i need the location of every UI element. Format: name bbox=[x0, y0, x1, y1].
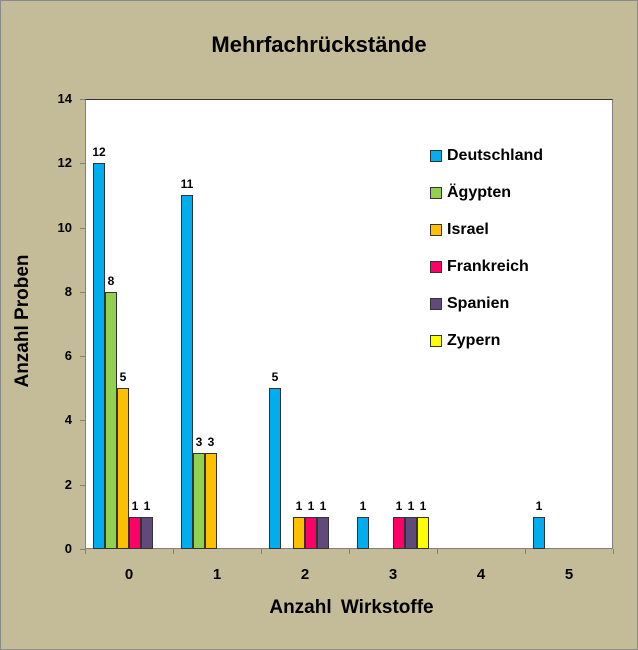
y-tick-label: 10 bbox=[57, 219, 72, 235]
bar-deutschland bbox=[181, 195, 193, 549]
legend-label: Israel bbox=[447, 221, 489, 238]
bar-ägypten bbox=[105, 291, 117, 549]
y-tick-label: 14 bbox=[57, 91, 72, 106]
x-tick-mark bbox=[437, 549, 438, 554]
legend-swatch-icon bbox=[430, 187, 442, 199]
legend-item: Spanien bbox=[430, 293, 509, 315]
chart-title: Mehrfachrückstände bbox=[211, 32, 427, 57]
legend-label: Ägypten bbox=[447, 184, 511, 201]
y-tick-mark bbox=[80, 163, 85, 165]
x-tick-mark bbox=[525, 549, 526, 554]
data-label: 1 bbox=[359, 498, 367, 513]
x-tick-mark bbox=[613, 549, 614, 554]
data-label: 8 bbox=[107, 273, 115, 288]
bar-israel bbox=[117, 388, 129, 549]
data-label: 1 bbox=[395, 498, 403, 513]
bar-deutschland bbox=[93, 163, 105, 549]
data-label: 5 bbox=[119, 370, 127, 385]
legend-item: Ägypten bbox=[430, 182, 511, 204]
data-label: 1 bbox=[407, 498, 415, 513]
y-tick-mark bbox=[80, 99, 85, 100]
data-label: 5 bbox=[271, 370, 279, 385]
bar-frankreich bbox=[129, 516, 141, 549]
bar-israel bbox=[293, 516, 305, 549]
y-tick-label: 12 bbox=[57, 155, 72, 171]
data-label: 1 bbox=[131, 498, 139, 513]
bar-zypern bbox=[417, 516, 429, 549]
data-label: 12 bbox=[92, 145, 106, 160]
bar-spanien bbox=[141, 516, 153, 549]
y-tick-label: 0 bbox=[64, 541, 72, 556]
bar-deutschland bbox=[533, 516, 545, 549]
y-tick-mark bbox=[80, 420, 85, 422]
legend-label: Frankreich bbox=[447, 258, 529, 275]
data-label: 11 bbox=[180, 177, 194, 192]
bar-ägypten bbox=[193, 452, 205, 549]
bar-israel bbox=[205, 452, 217, 549]
bar-spanien bbox=[317, 516, 329, 549]
data-label: 3 bbox=[195, 434, 203, 449]
data-label: 3 bbox=[207, 434, 215, 449]
legend-swatch-icon bbox=[430, 335, 442, 347]
y-tick-mark bbox=[80, 356, 85, 358]
y-tick-label: 6 bbox=[64, 348, 72, 364]
data-label: 1 bbox=[535, 498, 543, 513]
bar-deutschland bbox=[269, 388, 281, 549]
y-tick-label: 4 bbox=[64, 412, 72, 428]
x-tick-label: 3 bbox=[388, 566, 398, 583]
x-tick-mark bbox=[349, 549, 350, 554]
x-axis-title: Anzahl Wirkstoffe bbox=[269, 597, 434, 618]
legend-label: Zypern bbox=[447, 332, 501, 349]
data-label: 1 bbox=[307, 498, 315, 513]
y-tick-mark bbox=[80, 291, 85, 293]
x-tick-label: 5 bbox=[564, 566, 574, 583]
x-tick-label: 1 bbox=[212, 566, 222, 583]
legend-label: Deutschland bbox=[447, 147, 544, 164]
bar-frankreich bbox=[305, 516, 317, 549]
x-tick-mark bbox=[261, 549, 262, 554]
legend-item: Zypern bbox=[430, 330, 500, 352]
legend-swatch-icon bbox=[430, 150, 442, 162]
plot-area bbox=[85, 99, 613, 549]
y-tick-mark bbox=[80, 484, 85, 486]
x-tick-mark bbox=[173, 549, 174, 554]
legend-label: Spanien bbox=[447, 295, 510, 312]
legend-item: Frankreich bbox=[430, 256, 529, 278]
legend-swatch-icon bbox=[430, 261, 442, 273]
bar-deutschland bbox=[357, 516, 369, 549]
legend-item: Deutschland bbox=[430, 145, 543, 167]
x-tick-label: 4 bbox=[476, 566, 486, 583]
y-tick-mark bbox=[80, 549, 85, 550]
data-label: 1 bbox=[319, 498, 327, 513]
data-label: 1 bbox=[295, 498, 303, 513]
legend-item: Israel bbox=[430, 219, 489, 241]
legend-swatch-icon bbox=[430, 224, 442, 236]
y-tick-label: 8 bbox=[64, 283, 72, 299]
data-label: 1 bbox=[419, 498, 427, 513]
x-tick-label: 2 bbox=[300, 566, 310, 583]
y-tick-label: 2 bbox=[64, 476, 72, 492]
bar-spanien bbox=[405, 516, 417, 549]
y-axis-title: Anzahl Proben bbox=[12, 254, 33, 388]
y-tick-mark bbox=[80, 227, 85, 229]
data-label: 1 bbox=[143, 498, 151, 513]
legend-swatch-icon bbox=[430, 298, 442, 310]
x-tick-label: 0 bbox=[124, 566, 134, 583]
x-tick-mark bbox=[85, 549, 86, 554]
bar-frankreich bbox=[393, 516, 405, 549]
